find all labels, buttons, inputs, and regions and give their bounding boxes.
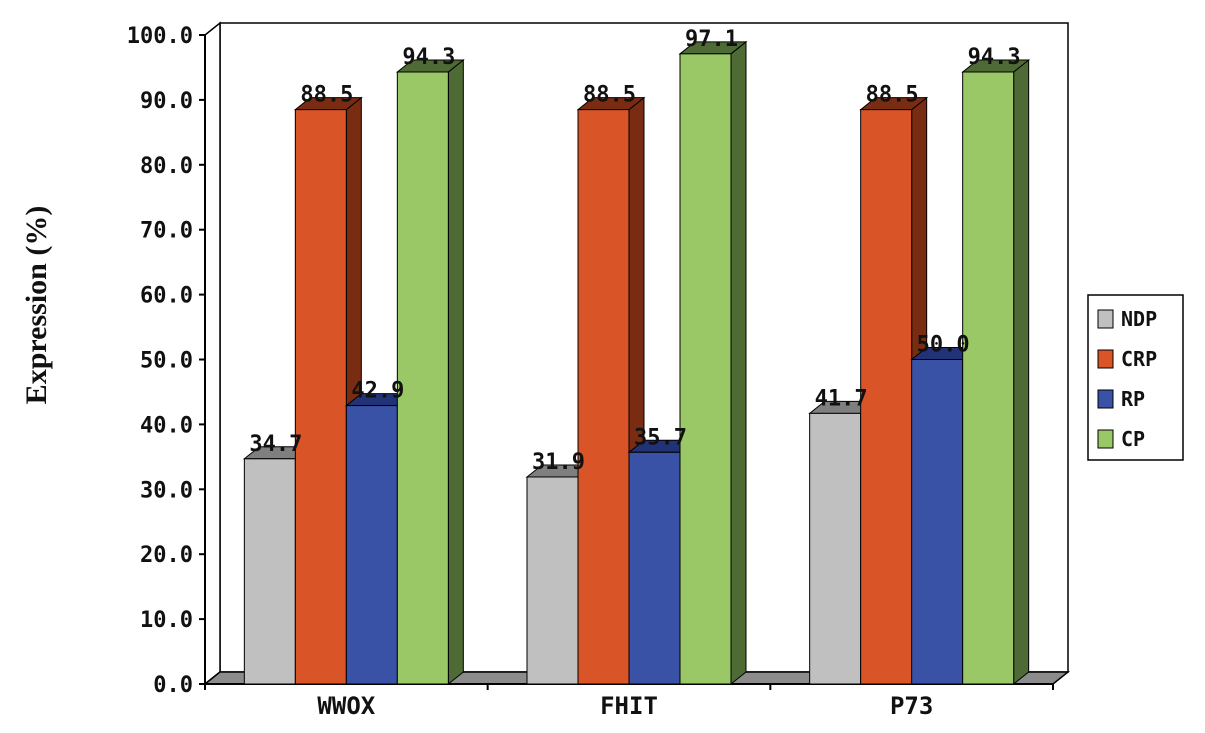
data-label: 34.7 [249,432,302,457]
y-tick-label: 100.0 [127,24,193,49]
bar-cp [678,40,748,686]
legend-label: NDP [1121,307,1157,331]
data-label: 41.7 [815,386,868,411]
data-label: 31.9 [532,450,585,475]
legend-items: NDP CRP RP CP [1097,307,1157,451]
bar-front [243,458,296,685]
data-label: 94.3 [968,45,1021,70]
data-label: 88.5 [583,83,636,108]
legend-label: CP [1121,427,1145,451]
category-label: FHIT [600,692,658,720]
y-tick-label: 0.0 [153,673,193,698]
y-tick-label: 50.0 [140,349,193,374]
bar-front [809,412,862,685]
bar-front [294,109,347,685]
data-label: 88.5 [300,83,353,108]
bar-front [911,359,964,685]
data-label-group: 34.7 88.5 42.9 94.3 31.9 88.5 35.7 97.1 41.7 88.5… [249,27,1020,475]
category-label: P73 [890,692,933,720]
bar-front [860,109,913,685]
y-axis-title: Expression (%) [20,206,53,405]
legend-swatch-ndp [1097,309,1114,329]
legend-swatch-crp [1097,349,1114,369]
bar-front [628,451,681,685]
data-label: 35.7 [634,425,687,450]
y-tick-label: 40.0 [140,413,193,438]
chart-left-wall [204,21,221,686]
bar-side [447,58,464,686]
bar-side [1013,58,1030,686]
legend-label: RP [1121,387,1145,411]
y-axis-ticks: 0.0 10.0 20.0 30.0 40.0 50.0 60.0 70.0 80.0 90.0 1… [127,24,205,698]
bar-front [345,405,398,685]
bar-front [962,71,1015,685]
bar-series-group [242,40,1031,686]
bar-front [526,476,579,685]
y-tick-label: 20.0 [140,543,193,568]
bar-cp [961,58,1031,686]
data-label: 50.0 [917,333,970,358]
y-tick-label: 30.0 [140,478,193,503]
y-tick-label: 60.0 [140,284,193,309]
data-label: 42.9 [351,379,404,404]
y-tick-label: 10.0 [140,608,193,633]
category-label: WWOX [317,692,375,720]
bar-cp [395,58,465,686]
legend-label: CRP [1121,347,1157,371]
data-label: 94.3 [402,45,455,70]
x-axis-ticks: WWOX FHIT P73 [204,684,1054,720]
bar-front [577,109,630,685]
y-tick-label: 90.0 [140,89,193,114]
y-tick-label: 70.0 [140,219,193,244]
data-label: 97.1 [685,27,738,52]
bar-front [679,53,732,685]
bar-front [396,71,449,685]
legend: NDP CRP RP CP [1087,294,1184,461]
bar-side [730,40,747,686]
y-tick-label: 80.0 [140,154,193,179]
legend-swatch-cp [1097,429,1114,449]
legend-swatch-rp [1097,389,1114,409]
data-label: 88.5 [866,83,919,108]
